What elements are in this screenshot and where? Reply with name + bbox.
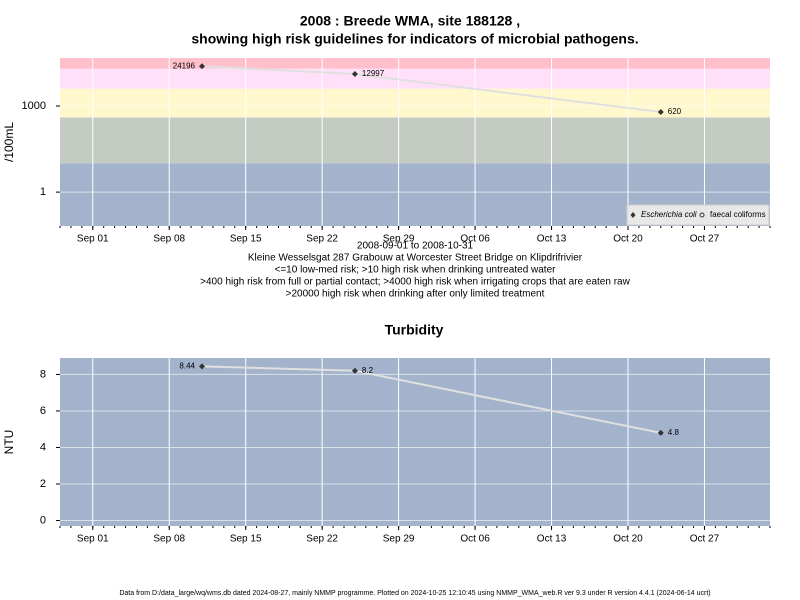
legend-box xyxy=(626,204,770,226)
data-point xyxy=(657,429,664,436)
y-tick-label: 1 xyxy=(40,186,46,198)
data-label: 8.2 xyxy=(362,366,374,375)
note: 2008-09-01 to 2008-10-31 xyxy=(357,241,474,252)
chart-title: 2008 : Breede WMA, site 188128 , xyxy=(300,13,520,29)
legend-marker xyxy=(630,212,636,218)
footer: Data from D:/data_large/wq/wms.db dated … xyxy=(119,590,710,597)
x-tick-label: Oct 13 xyxy=(537,234,567,245)
y-tick-label: 4 xyxy=(40,441,46,453)
y-axis-label: NTU xyxy=(2,430,16,455)
y-tick-label: 1000 xyxy=(22,100,46,112)
chart-title: Turbidity xyxy=(385,322,444,338)
x-tick-label: Oct 20 xyxy=(613,534,643,545)
data-label: 24196 xyxy=(173,61,196,70)
legend-label: faecal coliforms xyxy=(710,210,766,219)
x-tick-label: Oct 20 xyxy=(613,234,643,245)
data-label: 4.8 xyxy=(668,428,680,437)
data-point xyxy=(199,63,205,70)
chart-subtitle: showing high risk guidelines for indicat… xyxy=(191,31,638,47)
x-tick-label: Oct 06 xyxy=(460,234,490,245)
note: <=10 low-med risk; >10 high risk when dr… xyxy=(275,265,557,276)
x-tick-label: Oct 27 xyxy=(690,234,720,245)
y-tick-label: 6 xyxy=(40,405,46,417)
data-point xyxy=(351,367,358,374)
plot-background xyxy=(60,358,770,526)
data-label: 8.44 xyxy=(179,362,195,371)
x-tick-label: Sep 15 xyxy=(230,534,262,545)
data-point xyxy=(199,363,205,370)
x-tick-label: Sep 01 xyxy=(77,534,109,545)
x-tick-label: Sep 15 xyxy=(230,234,262,245)
legend-label: Escherichia coli xyxy=(641,210,697,219)
y-axis-label: /100mL xyxy=(2,122,16,162)
x-tick-label: Sep 08 xyxy=(153,234,185,245)
risk-band xyxy=(60,68,770,89)
x-tick-label: Sep 01 xyxy=(77,234,109,245)
note: Kleine Wesselsgat 287 Grabouw at Worcest… xyxy=(248,253,583,264)
y-tick-label: 8 xyxy=(40,368,46,380)
risk-band xyxy=(60,117,770,164)
x-tick-label: Sep 08 xyxy=(153,534,185,545)
data-point xyxy=(657,108,664,115)
x-tick-label: Sep 22 xyxy=(306,234,338,245)
risk-band xyxy=(60,88,770,118)
data-label: 12997 xyxy=(362,69,385,78)
x-tick-label: Oct 27 xyxy=(690,534,720,545)
note: >20000 high risk when drinking after onl… xyxy=(286,289,545,300)
risk-band xyxy=(60,58,770,69)
y-tick-label: 2 xyxy=(40,478,46,490)
x-tick-label: Oct 06 xyxy=(460,534,490,545)
data-point xyxy=(351,71,358,78)
legend-marker xyxy=(699,212,705,218)
x-tick-label: Sep 29 xyxy=(383,234,415,245)
x-tick-label: Sep 22 xyxy=(306,534,338,545)
note: >400 high risk from full or partial cont… xyxy=(200,277,630,288)
data-label: 620 xyxy=(668,107,682,116)
x-tick-label: Oct 13 xyxy=(537,534,567,545)
y-tick-label: 0 xyxy=(40,514,46,526)
x-tick-label: Sep 29 xyxy=(383,534,415,545)
